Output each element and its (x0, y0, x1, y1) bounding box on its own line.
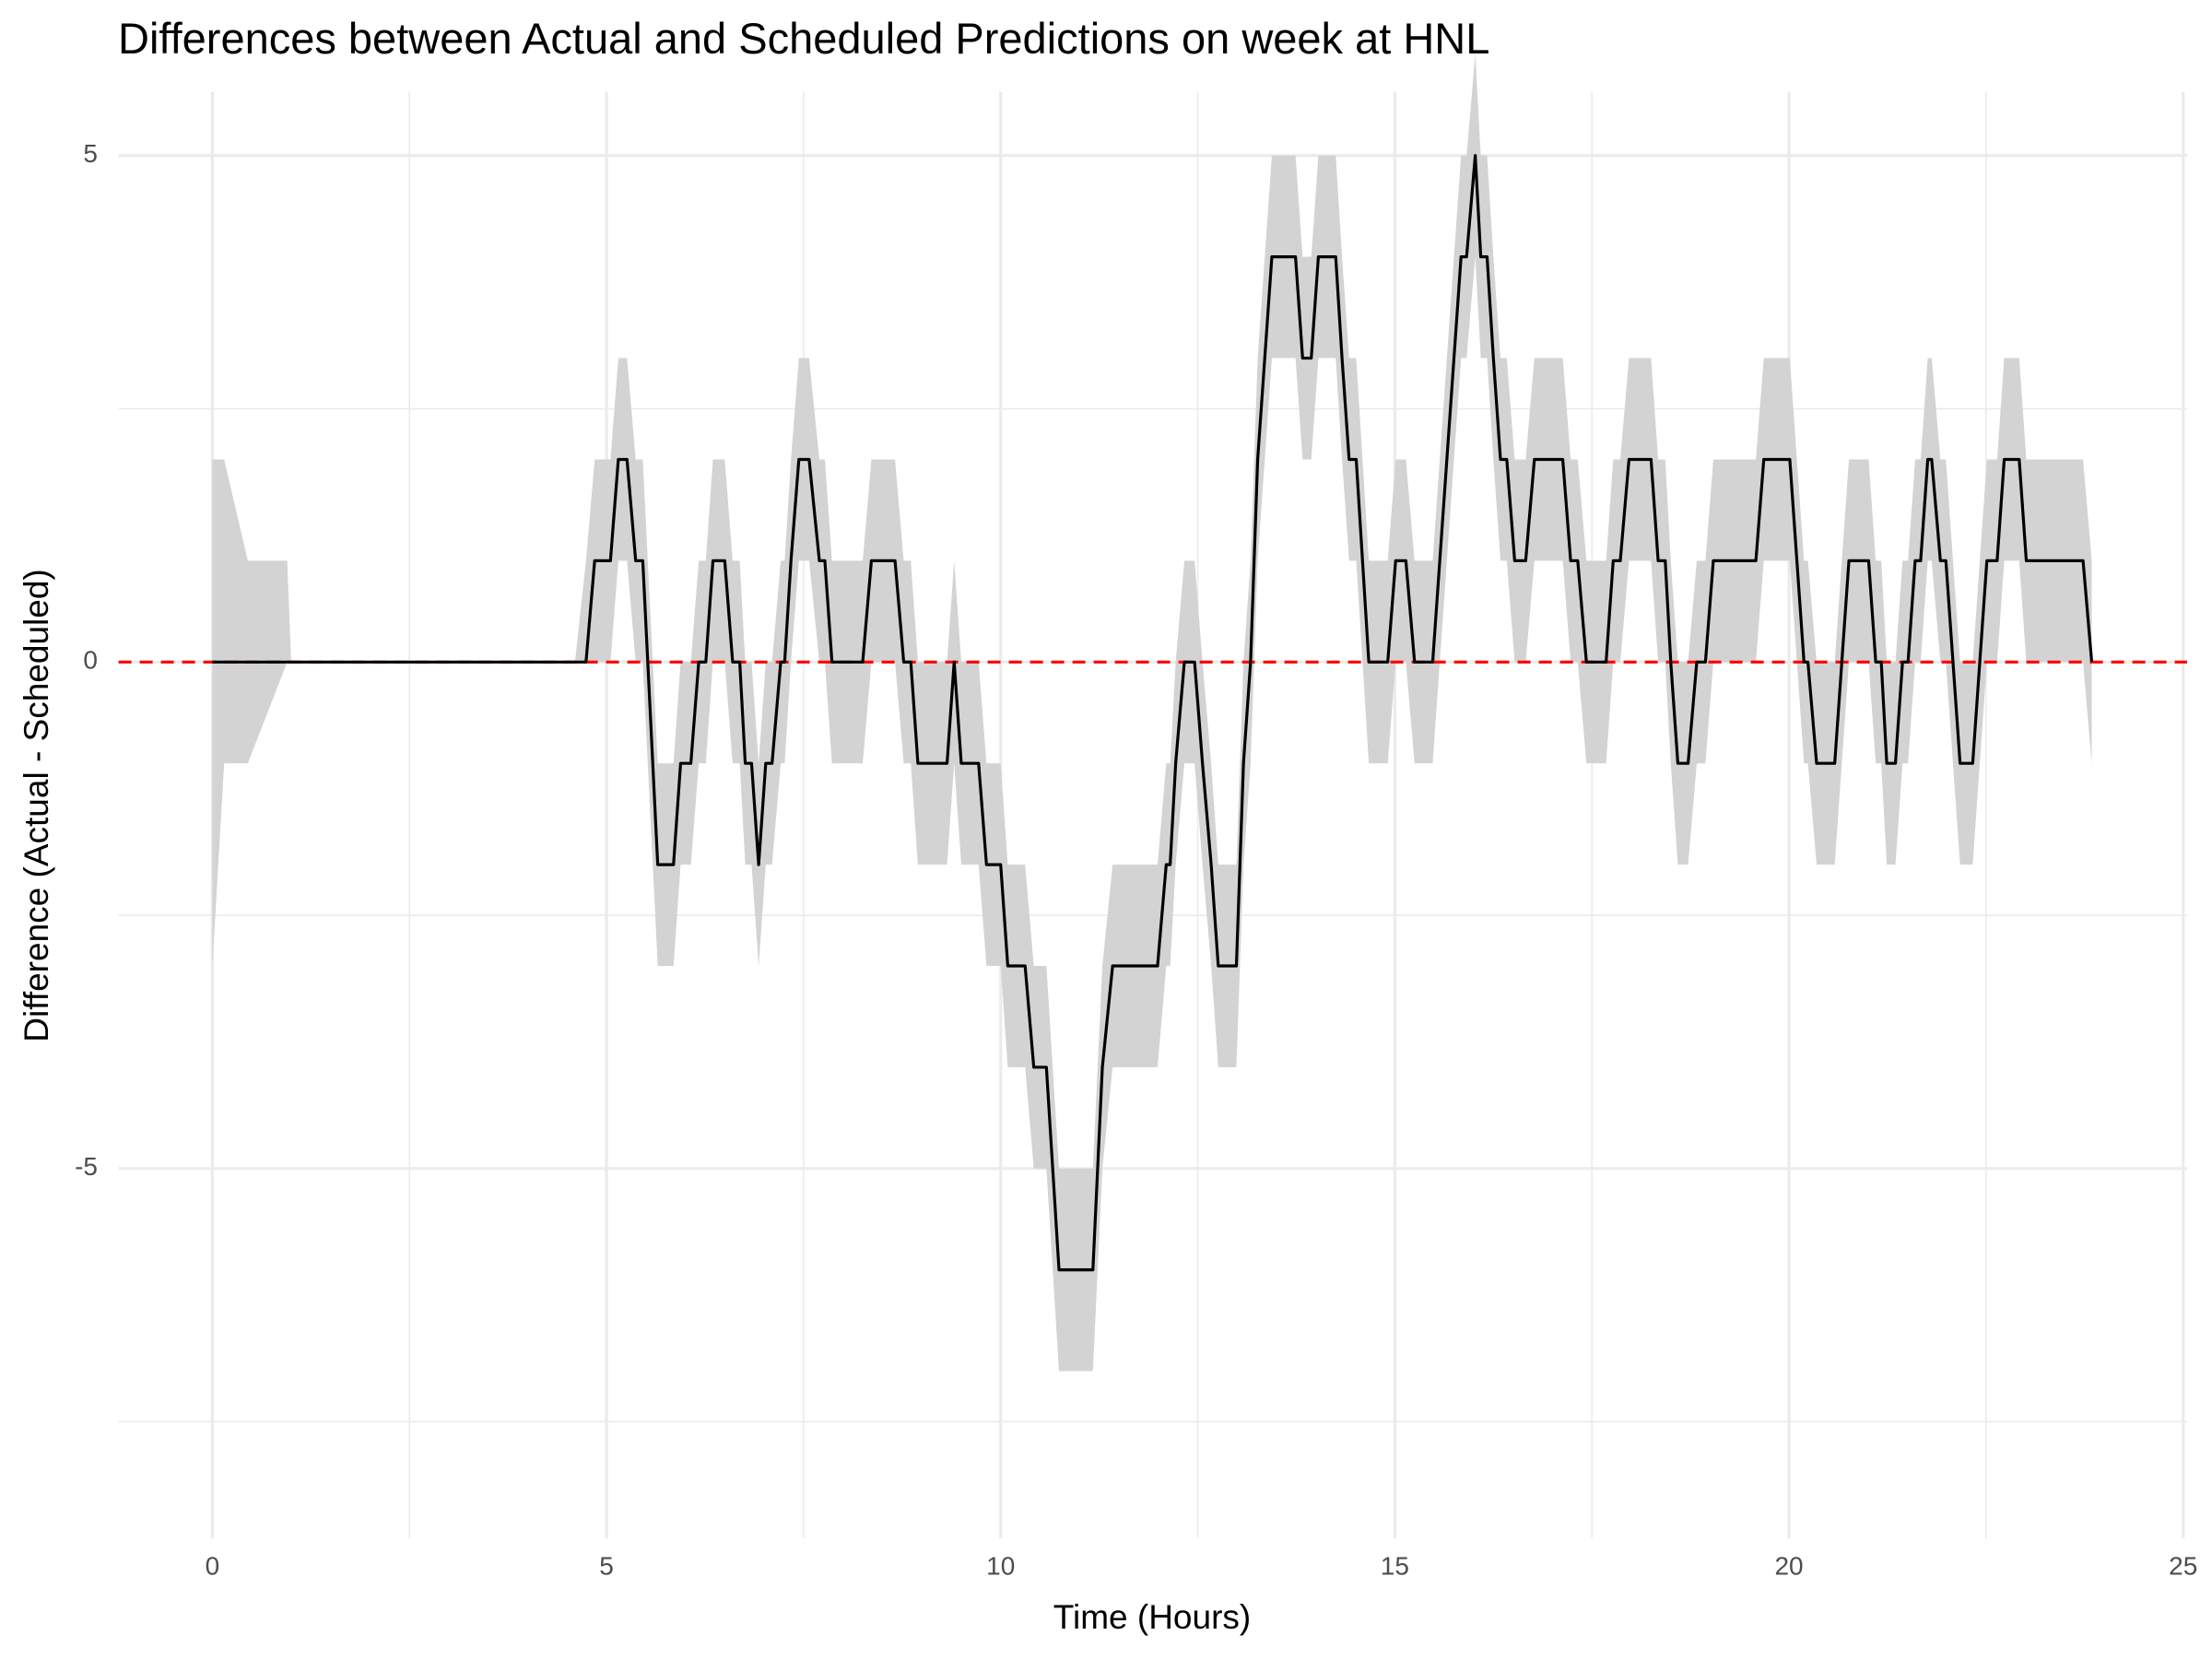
x-tick-label: 20 (1774, 1551, 1803, 1580)
line (212, 154, 2094, 1272)
x-tick-label: 10 (986, 1551, 1015, 1580)
x-tick-label: 15 (1381, 1551, 1409, 1580)
x-tick-label: 0 (206, 1551, 220, 1580)
y-tick-label: 0 (83, 646, 98, 675)
y-axis-title: Difference (Actual - Scheduled) (18, 569, 55, 1041)
y-tick-label: -5 (75, 1152, 98, 1181)
chart-title: Differences between Actual and Scheduled… (118, 14, 1489, 63)
x-tick-label: 25 (2169, 1551, 2197, 1580)
y-tick-label: 5 (83, 139, 98, 168)
x-tick-label: 5 (599, 1551, 614, 1580)
x-axis-title: Time (Hours) (1053, 1598, 1251, 1636)
